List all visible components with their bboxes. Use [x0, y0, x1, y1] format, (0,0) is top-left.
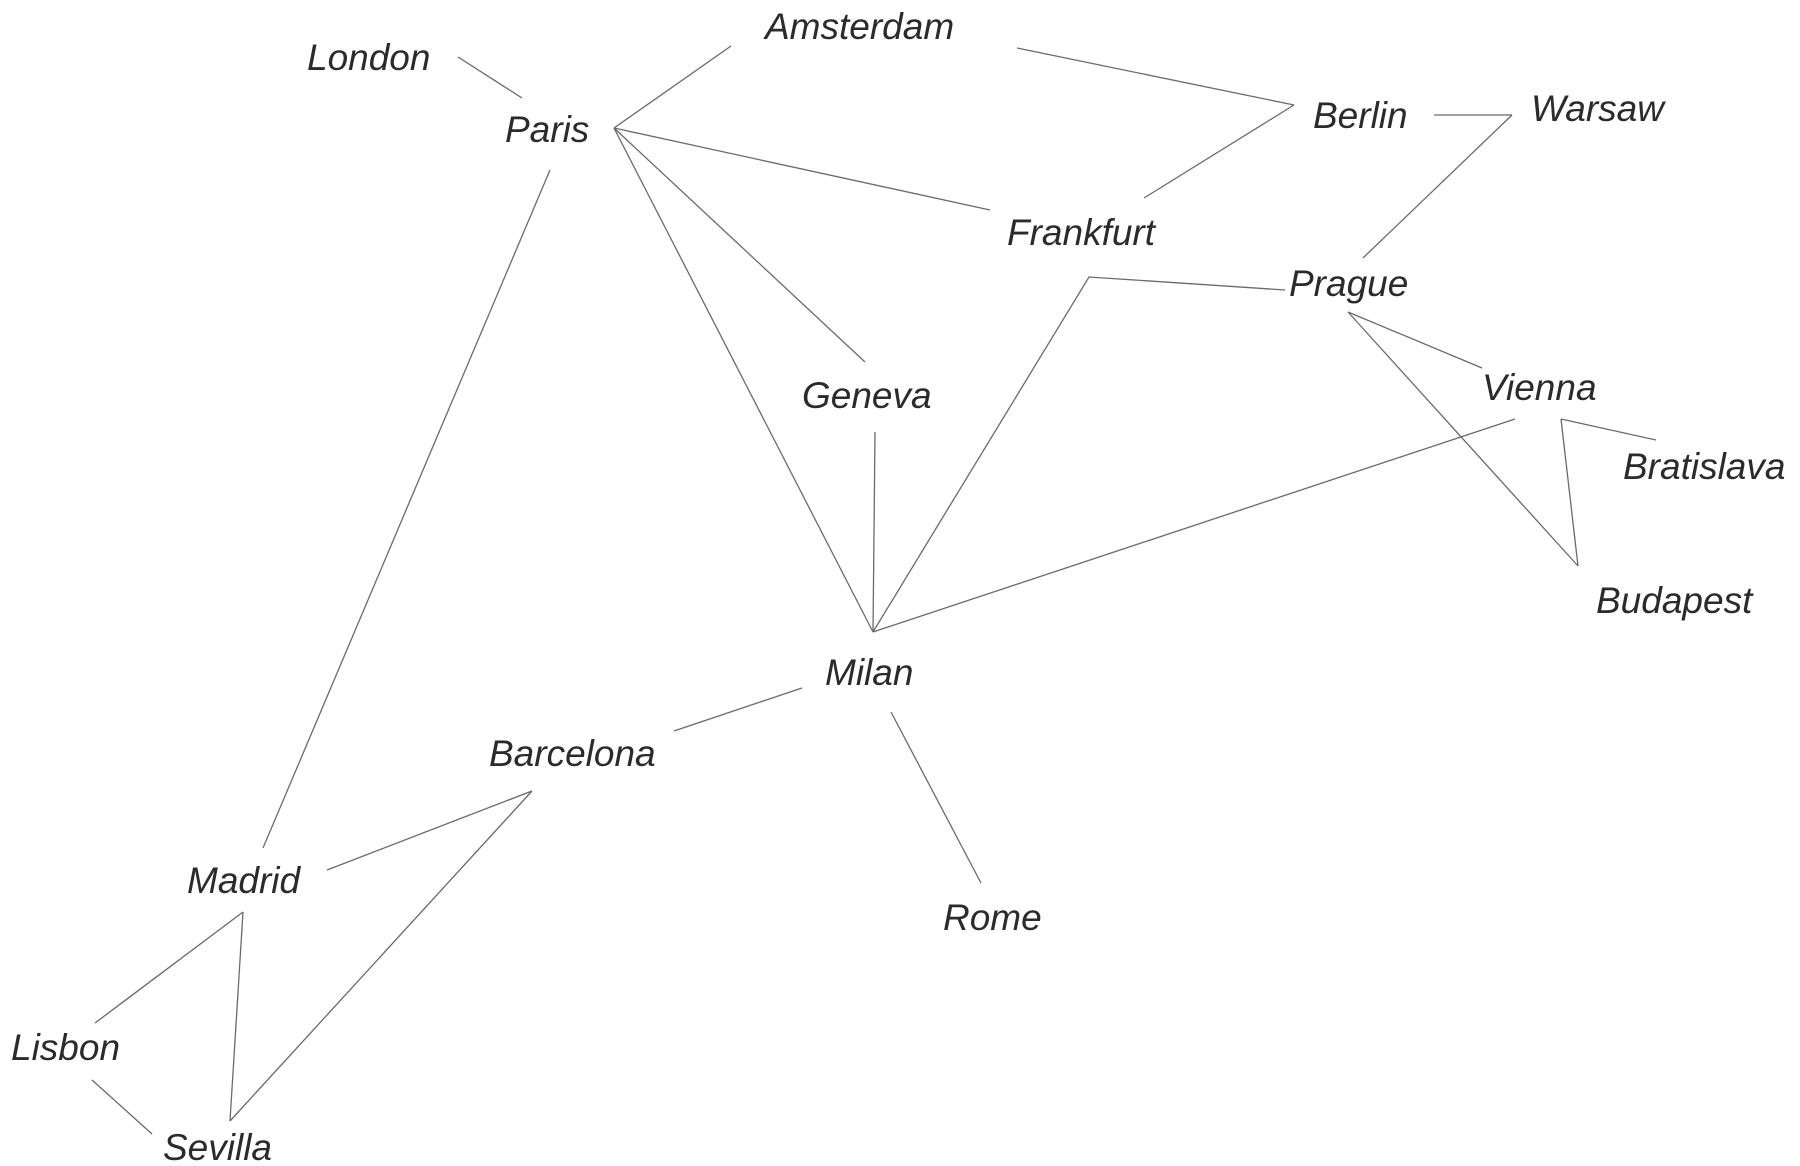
- edge-paris-geneva: [613, 127, 866, 363]
- labels-layer: London Paris Amsterdam Berlin Warsaw Fra…: [11, 6, 1785, 1166]
- node-label-sevilla: Sevilla: [163, 1127, 272, 1166]
- node-label-london: London: [307, 37, 430, 78]
- edge-prague-milan: [872, 276, 1286, 633]
- node-label-frankfurt: Frankfurt: [1007, 212, 1157, 253]
- edge-warsaw-prague: [1362, 114, 1513, 259]
- node-label-madrid: Madrid: [187, 860, 302, 901]
- node-label-prague: Prague: [1289, 263, 1408, 304]
- edge-prague-vienna: [1347, 311, 1483, 369]
- node-label-amsterdam: Amsterdam: [763, 6, 954, 47]
- edge-madrid-sevilla: [229, 911, 244, 1122]
- node-label-vienna: Vienna: [1482, 367, 1597, 408]
- edge-madrid-lisbon: [94, 911, 244, 1024]
- node-label-barcelona: Barcelona: [489, 733, 656, 774]
- edge-paris-milan: [613, 127, 874, 633]
- edge-barcelona-madrid: [326, 790, 533, 871]
- edge-paris-amsterdam: [613, 45, 732, 129]
- edge-vienna-budapest: [1560, 418, 1579, 567]
- edge-milan-barcelona: [673, 687, 803, 732]
- edge-paris-frankfurt: [613, 127, 991, 211]
- node-label-berlin: Berlin: [1313, 95, 1408, 136]
- edge-berlin-frankfurt: [1143, 104, 1295, 199]
- node-label-paris: Paris: [505, 109, 589, 150]
- edge-vienna-bratislava: [1560, 418, 1657, 441]
- edge-prague-budapest: [1347, 311, 1579, 567]
- node-label-geneva: Geneva: [802, 375, 932, 416]
- edge-vienna-milan: [872, 418, 1516, 633]
- edge-london-paris: [457, 56, 523, 99]
- edge-amsterdam-berlin: [1016, 47, 1295, 106]
- edge-paris-madrid: [262, 169, 551, 849]
- node-label-rome: Rome: [943, 897, 1042, 938]
- edge-lisbon-sevilla: [91, 1079, 153, 1135]
- edge-barcelona-sevilla: [229, 790, 533, 1122]
- node-label-milan: Milan: [825, 652, 913, 693]
- node-label-warsaw: Warsaw: [1531, 88, 1666, 129]
- edges-layer: [91, 45, 1657, 1135]
- edge-milan-rome: [890, 711, 982, 884]
- node-label-bratislava: Bratislava: [1623, 446, 1785, 487]
- node-label-lisbon: Lisbon: [11, 1027, 120, 1068]
- node-label-budapest: Budapest: [1596, 580, 1754, 621]
- edge-geneva-milan: [872, 431, 876, 633]
